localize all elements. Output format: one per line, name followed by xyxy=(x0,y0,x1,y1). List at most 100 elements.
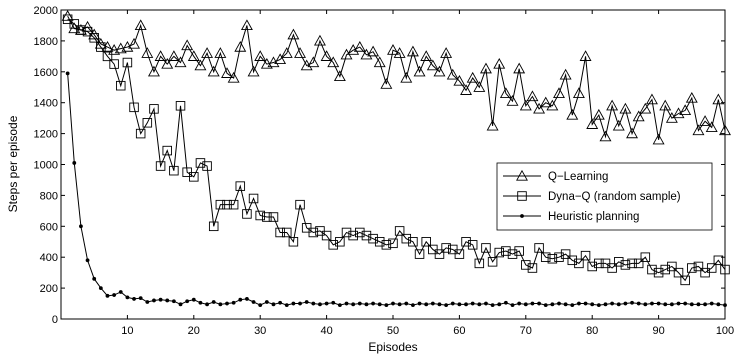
legend-marker xyxy=(520,214,524,218)
heuristic-planning-point xyxy=(663,302,668,307)
q-learning-point xyxy=(181,39,194,51)
q-learning-point xyxy=(526,90,539,102)
dyna-q-point xyxy=(328,240,338,250)
y-tick-label: 0 xyxy=(52,314,58,326)
q-learning-point xyxy=(599,130,612,142)
dyna-q-point xyxy=(673,267,684,278)
dyna-q-point xyxy=(647,264,657,275)
x-axis-title: Episodes xyxy=(368,340,417,354)
heuristic-planning-point xyxy=(630,300,634,305)
dyna-q-point xyxy=(614,257,624,267)
q-learning-point xyxy=(566,108,579,120)
dyna-q-point xyxy=(208,221,219,232)
dyna-q-point xyxy=(514,246,524,256)
y-axis-title: Steps per episode xyxy=(6,115,20,212)
heuristic-planning-point xyxy=(98,286,103,290)
legend-marker xyxy=(516,169,528,181)
dyna-q-point xyxy=(574,258,584,269)
dyna-q-point xyxy=(162,145,172,156)
q-learning-point xyxy=(260,57,273,69)
q-learning-point xyxy=(234,40,247,52)
q-learning-point xyxy=(274,53,287,65)
dyna-q-point xyxy=(540,252,551,262)
heuristic-planning-point xyxy=(530,301,535,306)
legend-marker xyxy=(517,191,527,201)
q-learning-point xyxy=(174,56,187,68)
heuristic-planning-point xyxy=(238,297,243,302)
heuristic-planning-point xyxy=(437,302,442,307)
q-learning-point xyxy=(161,57,174,69)
heuristic-planning-point xyxy=(344,301,349,306)
dyna-q-point xyxy=(587,261,597,272)
heuristic-planning-point xyxy=(596,303,601,307)
q-learning-point xyxy=(506,95,519,106)
q-learning-point xyxy=(287,28,300,40)
q-learning-point xyxy=(493,57,506,69)
q-learning-point xyxy=(572,87,585,99)
dyna-q-point xyxy=(414,249,425,259)
q-learning-point xyxy=(659,99,672,111)
heuristic-planning-point xyxy=(337,303,342,307)
dyna-q-point xyxy=(202,161,212,171)
x-tick-label: 80 xyxy=(586,325,598,337)
q-learning-point xyxy=(207,65,220,77)
heuristic-planning-point xyxy=(430,301,435,306)
heuristic-planning-point xyxy=(676,301,681,306)
q-learning-point xyxy=(499,87,512,99)
q-learning-point xyxy=(187,50,200,61)
q-learning-point xyxy=(280,47,293,58)
legend-label: Q−Learning xyxy=(548,171,608,183)
q-learning-point xyxy=(533,102,546,114)
dyna-q-point xyxy=(580,250,591,261)
dyna-q-point xyxy=(501,246,511,256)
dyna-q-point xyxy=(242,209,252,219)
dyna-q-point xyxy=(467,240,478,250)
dyna-q-point xyxy=(175,101,186,111)
dyna-q-point xyxy=(667,261,677,272)
heuristic-planning-point xyxy=(577,301,581,306)
dyna-q-point xyxy=(122,57,133,68)
dyna-q-point xyxy=(507,249,518,259)
y-tick-label: 1400 xyxy=(34,98,58,110)
dyna-q-point xyxy=(653,267,664,278)
heuristic-planning-point xyxy=(497,302,502,307)
dyna-q-point xyxy=(355,227,365,238)
heuristic-planning-point xyxy=(264,300,269,304)
dyna-q-point xyxy=(282,227,292,238)
heuristic-planning-point xyxy=(79,224,83,229)
dyna-q-point xyxy=(368,233,378,244)
q-learning-point xyxy=(692,124,705,136)
heuristic-planning-point xyxy=(291,301,296,306)
dyna-q-point xyxy=(189,172,199,182)
heuristic-planning-point xyxy=(251,300,256,304)
q-learning-point xyxy=(639,102,652,114)
q-learning-point xyxy=(134,19,147,31)
heuristic-planning-point xyxy=(165,298,170,303)
heuristic-planning-point xyxy=(118,290,123,294)
q-learning-point xyxy=(719,124,731,136)
dyna-q-point xyxy=(142,118,153,128)
q-learning-point xyxy=(626,127,639,139)
q-learning-point xyxy=(553,87,565,99)
heuristic-planning-point xyxy=(510,303,515,307)
dyna-q-point xyxy=(76,25,86,35)
y-tick-label: 1600 xyxy=(34,67,58,79)
dyna-q-point xyxy=(620,260,631,270)
q-learning-point xyxy=(247,65,260,77)
heuristic-planning-point xyxy=(245,297,249,301)
q-learning-point xyxy=(108,44,121,55)
heuristic-planning-point xyxy=(723,303,727,307)
heuristic-planning-point xyxy=(424,302,429,307)
q-learning-point xyxy=(619,102,632,114)
dyna-q-point xyxy=(321,230,332,241)
q-learning-point xyxy=(539,96,552,108)
dyna-q-point xyxy=(381,240,392,250)
dyna-q-point xyxy=(235,181,246,191)
q-learning-point xyxy=(679,104,692,116)
q-learning-point xyxy=(147,65,160,77)
q-learning-point xyxy=(479,62,492,74)
dyna-q-point xyxy=(361,230,372,241)
q-learning-point xyxy=(645,93,658,105)
q-learning-point xyxy=(612,119,625,131)
heuristic-planning-point xyxy=(205,302,209,307)
